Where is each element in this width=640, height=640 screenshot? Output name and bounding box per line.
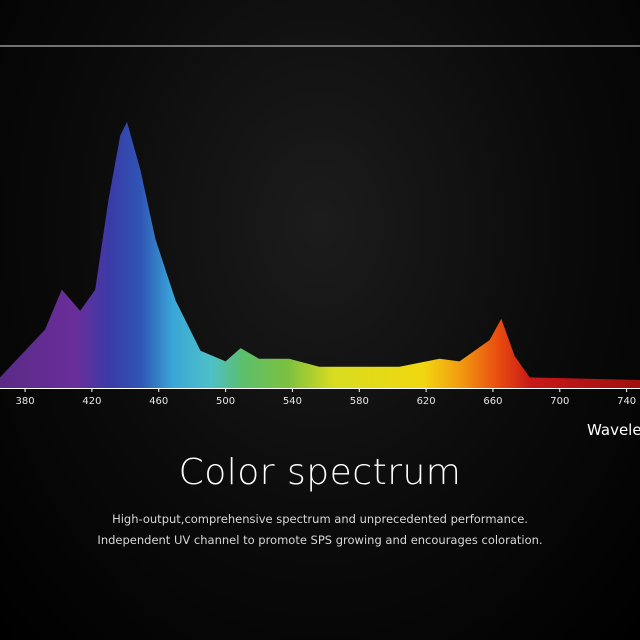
x-tick-label: 580: [350, 396, 369, 407]
spectrum-chart: 380 420 460 500 540 580 620 660 700 740 Wavelengt…: [0, 45, 640, 439]
x-tick-label: 700: [550, 396, 569, 407]
x-tick-label: 620: [417, 396, 436, 407]
x-tick-label: 660: [483, 396, 502, 407]
plot: 380 420 460 500 540 580 620 660 700 740: [0, 122, 640, 407]
x-tick-label: 420: [82, 396, 101, 407]
x-tick-label: 740: [617, 396, 636, 407]
subtitle-line: High-output,comprehensive spectrum and u…: [112, 512, 528, 526]
title: Color spectrum: [178, 452, 462, 493]
spectrum-area: [0, 122, 640, 388]
x-tick-label: 500: [216, 396, 235, 407]
subtitle-line: Independent UV channel to promote SPS gr…: [97, 533, 543, 547]
x-axis-title: Wavelength: [587, 421, 640, 439]
x-tick-label: 380: [16, 396, 35, 407]
x-tick-label: 460: [149, 396, 168, 407]
x-tick-label: 540: [283, 396, 302, 407]
